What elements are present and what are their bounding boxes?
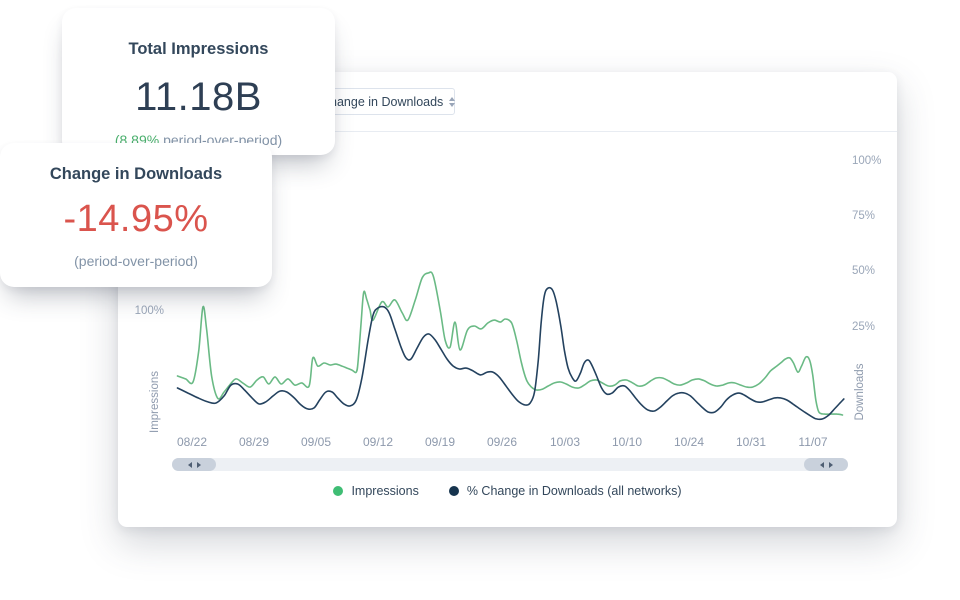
x-axis-tick: 10/24 xyxy=(673,435,705,449)
x-axis-tick: 11/07 xyxy=(798,435,828,449)
x-axis-tick: 10/10 xyxy=(611,435,643,449)
right-axis-tick-50: 50% xyxy=(852,265,876,277)
total-impressions-title: Total Impressions xyxy=(128,40,269,58)
date-range-scrollbar[interactable] xyxy=(172,458,848,471)
scroll-right-arrow-icon xyxy=(828,461,833,468)
change-in-downloads-card: Change in Downloads -14.95% (period-over… xyxy=(0,143,272,287)
legend-item-impressions[interactable]: Impressions xyxy=(333,484,419,498)
left-axis-tick: 100% xyxy=(134,305,164,317)
right-axis-label: Downloads xyxy=(854,363,866,421)
x-axis-tick: 09/26 xyxy=(486,435,518,449)
right-axis-tick-100: 100% xyxy=(852,155,882,167)
x-axis-tick: 10/03 xyxy=(549,435,581,449)
legend-label: Impressions xyxy=(351,484,419,498)
change-in-downloads-title: Change in Downloads xyxy=(49,165,223,183)
x-axis-tick: 08/29 xyxy=(238,435,270,449)
left-axis-label: Impressions xyxy=(149,371,161,433)
metric-dropdown-value: Change in Downloads xyxy=(321,94,444,109)
scroll-left-arrow-icon xyxy=(187,461,192,468)
scroll-right-arrow-icon xyxy=(196,461,201,468)
x-axis-tick: 09/19 xyxy=(424,435,456,449)
change-in-downloads-subtext: (period-over-period) xyxy=(74,253,198,269)
x-axis-tick: 08/22 xyxy=(176,435,208,449)
scroll-left-arrow-icon xyxy=(819,461,824,468)
chart-plot-area xyxy=(175,148,845,438)
downloads-legend-dot-icon xyxy=(448,486,459,496)
change-in-downloads-value: -14.95% xyxy=(63,198,209,240)
scrollbar-right-handle[interactable] xyxy=(804,458,848,471)
select-caret-icon xyxy=(449,96,456,107)
right-axis-tick-75: 75% xyxy=(852,210,876,222)
downloads-line xyxy=(176,286,845,421)
right-axis-tick-25: 25% xyxy=(852,321,876,333)
legend: Impressions % Change in Downloads (all n… xyxy=(118,484,897,498)
x-axis-tick: 09/05 xyxy=(300,435,332,449)
legend-item-downloads[interactable]: % Change in Downloads (all networks) xyxy=(448,484,682,498)
legend-label: % Change in Downloads (all networks) xyxy=(466,484,682,498)
scrollbar-left-handle[interactable] xyxy=(172,458,216,471)
total-impressions-card: Total Impressions 11.18B (8.89% period-o… xyxy=(62,8,335,155)
chart-plot xyxy=(176,271,845,421)
x-axis: 08/22 08/29 09/05 09/12 09/19 09/26 10/0… xyxy=(118,435,897,451)
impressions-legend-dot-icon xyxy=(333,486,344,496)
impressions-line xyxy=(176,271,844,416)
total-impressions-value: 11.18B xyxy=(135,75,262,119)
x-axis-tick: 09/12 xyxy=(362,435,394,449)
x-axis-tick: 10/31 xyxy=(735,435,767,449)
